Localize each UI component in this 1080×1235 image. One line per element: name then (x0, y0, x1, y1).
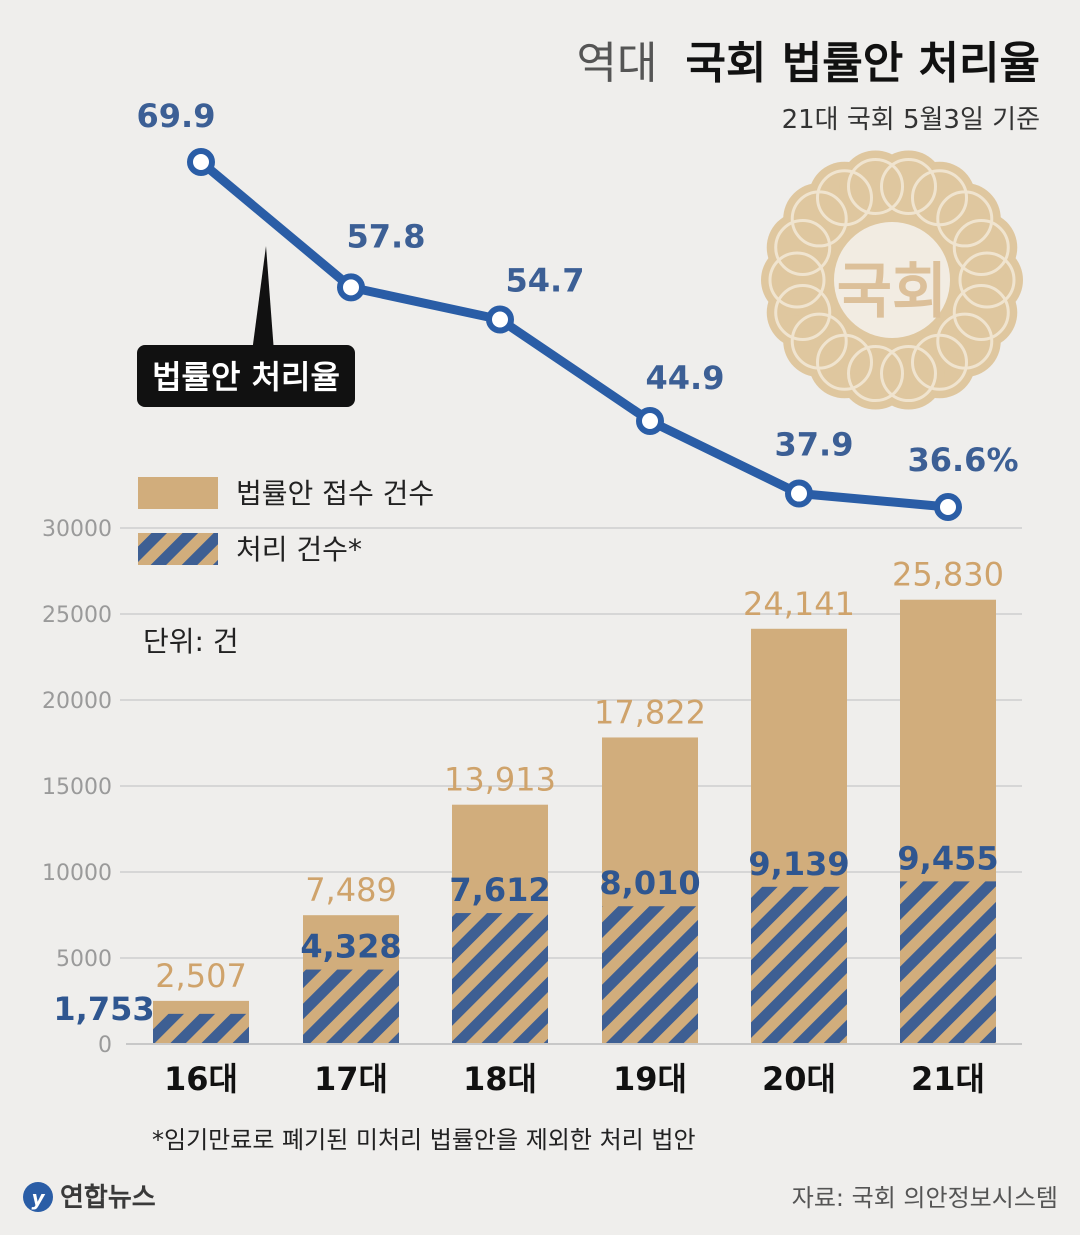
seal-text: 국회 (837, 257, 947, 327)
seal-petal-outline (952, 219, 1010, 277)
source-text: 자료: 국회 의안정보시스템 (792, 1184, 1058, 1212)
received-value-label: 24,141 (743, 585, 855, 623)
title-prefix: 역대 (577, 38, 658, 89)
x-axis: 16대 17대 18대 19대 20대 21대 (164, 1060, 985, 1098)
legend-label-received: 법률안 접수 건수 (236, 477, 434, 510)
bar-processed (303, 969, 399, 1044)
seal-petal-outline (879, 345, 937, 403)
rate-value-label: 57.8 (347, 217, 426, 255)
rate-point (934, 493, 962, 521)
y-tick-label: 0 (98, 1033, 112, 1058)
legend-label-processed: 처리 건수* (236, 533, 362, 566)
seal-petal-outline (768, 251, 826, 309)
bar-processed (602, 906, 698, 1044)
seal-petal-outline (847, 157, 905, 215)
received-value-label: 2,507 (155, 957, 247, 995)
svg-text:y: y (31, 1186, 45, 1210)
page-subtitle: 21대 국회 5월3일 기준 (782, 105, 1040, 135)
seal-petal-outline (936, 190, 994, 248)
seal-petal-outline (774, 219, 832, 277)
rate-value-label: 37.9 (775, 426, 854, 464)
y-tick-label: 5000 (56, 947, 112, 972)
received-value-label: 17,822 (594, 693, 706, 731)
unit-label: 단위: 건 (143, 625, 239, 658)
seal-petal-outline (774, 283, 832, 341)
rate-value-label: 44.9 (646, 359, 725, 397)
bar-processed (153, 1013, 249, 1044)
bar-processed (900, 881, 996, 1044)
x-tick-label: 16대 (164, 1060, 238, 1098)
x-tick-label: 19대 (613, 1060, 687, 1098)
bar-series (153, 599, 996, 1044)
line-label: 법률안 처리율 (152, 358, 340, 396)
y-tick-label: 30000 (42, 517, 112, 542)
seal-petal-outline (911, 333, 968, 391)
x-tick-label: 17대 (314, 1060, 388, 1098)
seal-petal-outline (958, 251, 1016, 309)
received-value-label: 25,830 (892, 556, 1004, 594)
footnote: *임기만료로 폐기된 미처리 법률안을 제외한 처리 법안 (152, 1126, 696, 1154)
rate-point (636, 407, 664, 436)
y-tick-label: 15000 (42, 775, 112, 800)
rate-point (785, 479, 813, 508)
y-axis: 0 5000 10000 15000 20000 25000 30000 (42, 517, 112, 1058)
seal-petal-outline (879, 157, 937, 215)
legend-swatch-processed (138, 533, 218, 565)
x-tick-label: 21대 (911, 1060, 985, 1098)
seal-petal-outline (952, 283, 1010, 341)
rate-point (486, 305, 514, 334)
received-value-label: 13,913 (444, 761, 556, 799)
x-tick-label: 18대 (463, 1060, 537, 1098)
rate-value-label: 36.6% (907, 441, 1018, 479)
line-series: 69.9 57.8 54.7 44.9 37.9 36.6% (137, 97, 1019, 521)
seal-petal-outline (816, 169, 873, 227)
gridlines (120, 527, 1022, 959)
bar-processed (452, 913, 548, 1044)
legend-swatch-received (138, 477, 218, 509)
processed-value-label: 7,612 (449, 871, 550, 909)
rate-value-label: 69.9 (137, 97, 216, 135)
logo-text: 연합뉴스 (60, 1183, 156, 1213)
processed-value-label: 1,753 (53, 990, 154, 1028)
yonhap-logo-icon: y (23, 1182, 53, 1212)
x-tick-label: 20대 (762, 1060, 836, 1098)
rate-value-label: 54.7 (506, 261, 585, 299)
processed-value-label: 9,455 (897, 839, 998, 877)
rate-point (337, 273, 365, 302)
y-tick-label: 25000 (42, 603, 112, 628)
line-label-box (137, 345, 355, 407)
y-tick-label: 20000 (42, 689, 112, 714)
bar-processed (751, 886, 847, 1044)
title-main: 국회 법률안 처리율 (686, 38, 1040, 89)
rate-point (187, 148, 215, 177)
processed-value-label: 8,010 (599, 864, 700, 902)
rate-line (196, 157, 953, 512)
processed-value-label: 9,139 (748, 845, 849, 883)
page-title: 역대 국회 법률안 처리율 (577, 38, 1040, 89)
seal-center (834, 222, 950, 338)
seal-petal-outline (847, 345, 905, 403)
callout-pointer (252, 246, 274, 352)
processed-value-label: 4,328 (300, 928, 401, 966)
y-tick-label: 10000 (42, 861, 112, 886)
seal-petal-outline (790, 312, 848, 370)
received-value-label: 7,489 (305, 871, 397, 909)
national-assembly-seal-icon (761, 150, 1023, 410)
